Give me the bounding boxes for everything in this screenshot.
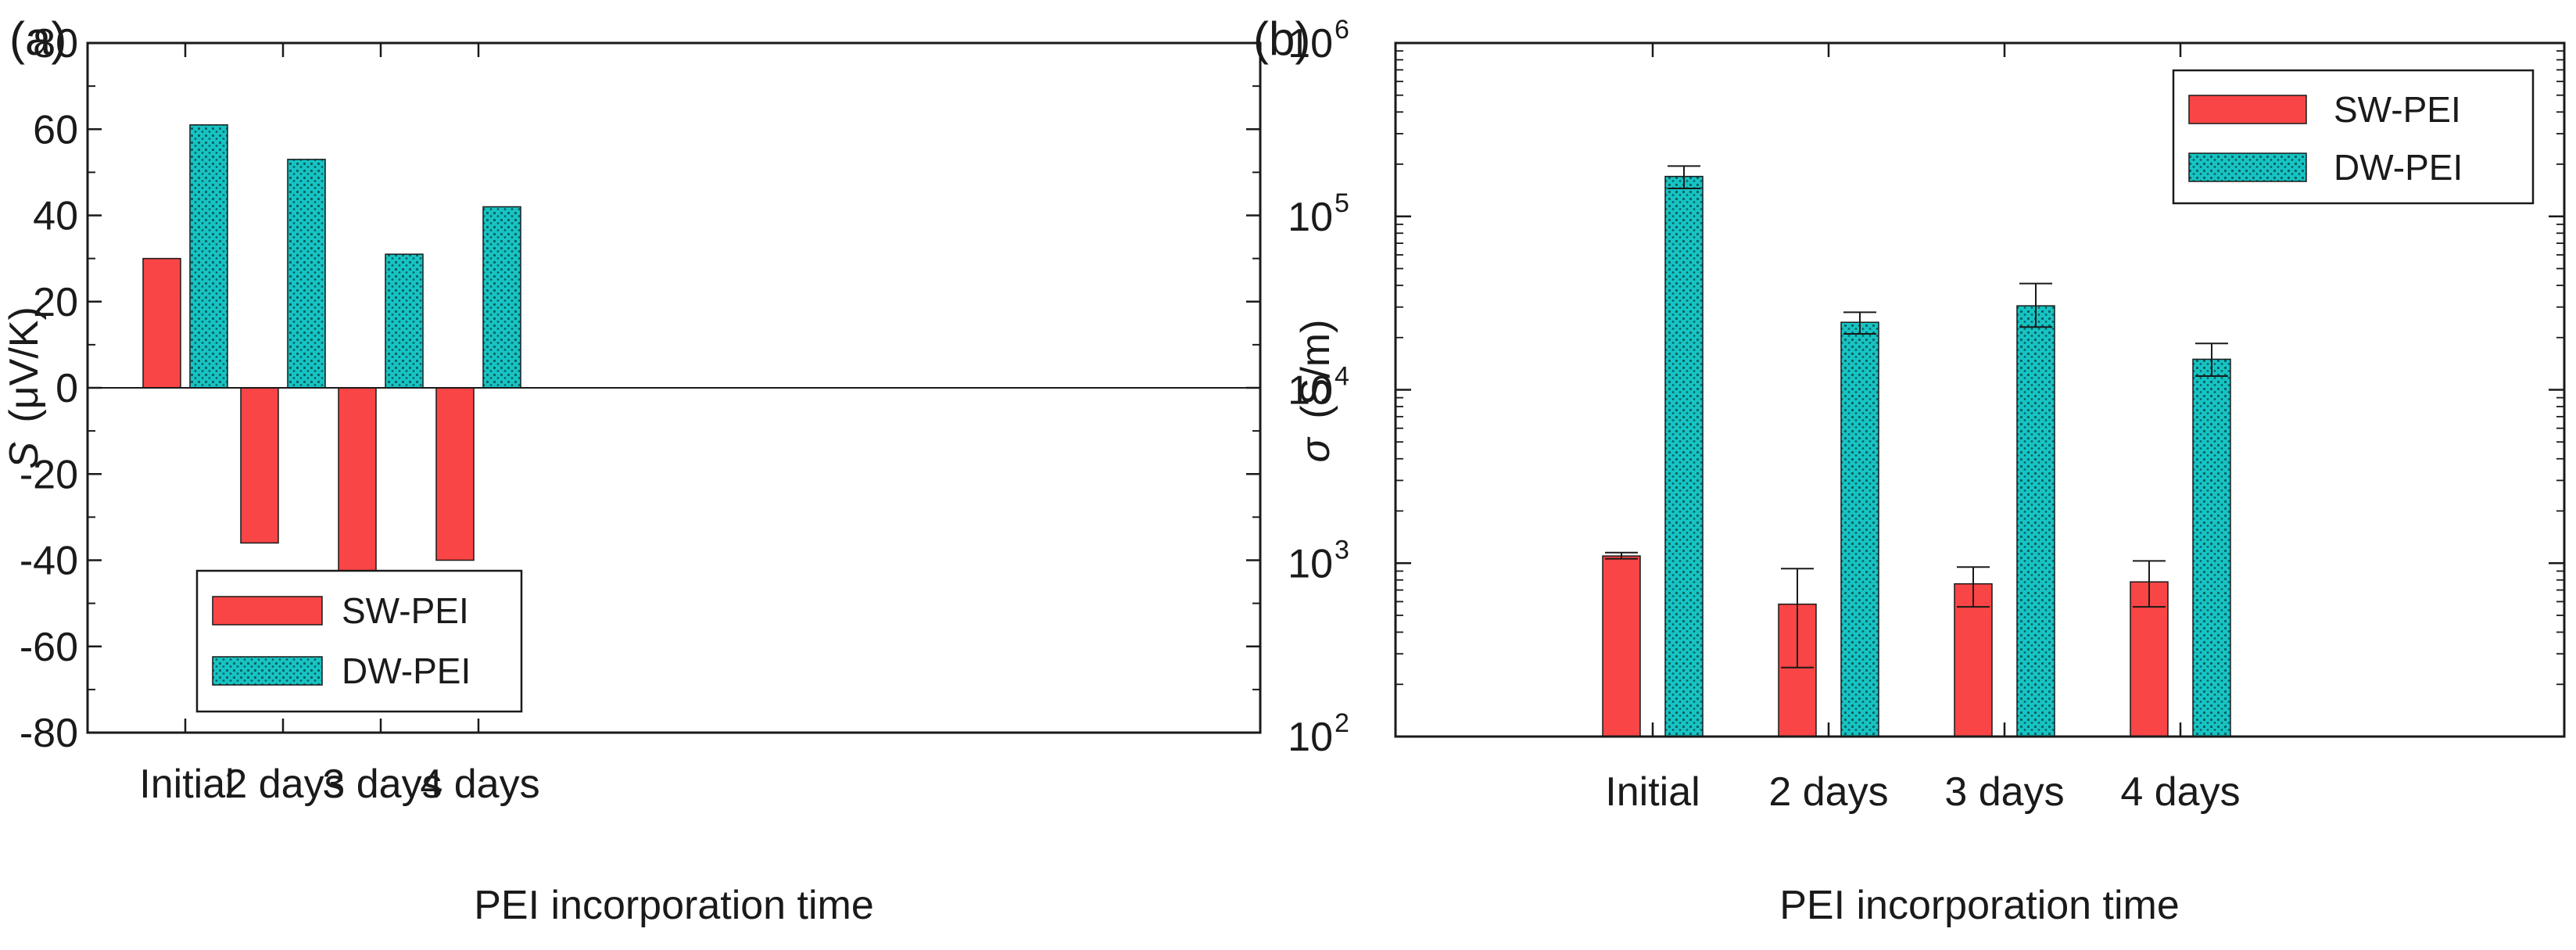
y-tick-label: 10 — [1288, 715, 1333, 760]
dw-pei-bar-1 — [287, 159, 326, 389]
y-tick-label: -40 — [20, 539, 78, 584]
sw-pei-bar-3 — [435, 387, 475, 561]
panel-b-legend-label-dw: DW-PEI — [2334, 147, 2463, 188]
panel-a-legend-label-dw: DW-PEI — [342, 651, 471, 691]
sw-pei-bar-2 — [1954, 583, 1993, 737]
panel-b-legend: SW-PEI DW-PEI — [2172, 69, 2535, 205]
y-tick-label: 10 — [1288, 21, 1333, 66]
x-category-label: Initial — [139, 762, 234, 807]
y-tick-exponent: 5 — [1335, 188, 1349, 218]
panel-b-legend-swatch-sw — [2188, 95, 2307, 124]
panel-a-label: (a) — [9, 13, 66, 65]
panel-a-legend-box — [195, 569, 523, 713]
sw-pei-bar-0 — [1602, 555, 1641, 737]
y-tick-label: 10 — [1288, 195, 1333, 240]
dw-pei-bar-2 — [385, 253, 424, 389]
x-category-label: 4 days — [420, 762, 539, 807]
panel-a-bars — [142, 124, 521, 639]
panel-a-legend-swatch-sw — [212, 596, 323, 626]
dw-pei-bar-3 — [482, 206, 521, 389]
y-tick-label: 60 — [33, 107, 78, 152]
panel-b-error-bars — [1605, 165, 2228, 669]
x-category-label: 2 days — [1768, 769, 1888, 815]
y-tick-exponent: 6 — [1335, 15, 1349, 45]
panel-b-legend-label-sw: SW-PEI — [2334, 89, 2461, 130]
panel-b-label: (b) — [1253, 13, 1310, 65]
panel-a-legend-swatch-dw — [212, 656, 323, 686]
dw-pei-bar-0 — [189, 124, 228, 389]
y-tick-label: 10 — [1288, 368, 1333, 414]
dw-pei-bar-3 — [2192, 358, 2231, 737]
panel-b-x-axis-title: PEI incorporation time — [1779, 883, 2180, 928]
panel-b-plot-frame — [1394, 41, 2566, 738]
sw-pei-bar-1 — [240, 387, 279, 544]
dw-pei-bar-2 — [2016, 305, 2055, 737]
dw-pei-bar-1 — [1840, 321, 1879, 737]
y-tick-label: 10 — [1288, 541, 1333, 586]
panel-a-legend-label-sw: SW-PEI — [342, 590, 469, 631]
x-category-label: 3 days — [322, 762, 442, 807]
dw-pei-bar-0 — [1664, 175, 1704, 737]
y-tick-exponent: 2 — [1335, 708, 1349, 738]
x-category-label: 4 days — [2120, 769, 2240, 815]
panel-a-y-axis-title: S (μV/K) — [2, 307, 47, 469]
y-tick-label: -20 — [20, 452, 78, 497]
y-tick-label: 0 — [56, 366, 78, 411]
y-tick-label: -60 — [20, 625, 78, 670]
y-tick-label: -80 — [20, 711, 78, 756]
x-category-label: 2 days — [224, 762, 344, 807]
panel-a-legend: SW-PEI DW-PEI — [195, 569, 523, 713]
x-category-label: 3 days — [1944, 769, 2064, 815]
y-tick-label: 40 — [33, 194, 78, 239]
x-category-label: Initial — [1605, 769, 1700, 815]
sw-pei-bar-0 — [142, 257, 181, 389]
panel-b-legend-swatch-dw — [2188, 152, 2307, 182]
y-tick-exponent: 3 — [1335, 535, 1349, 565]
y-tick-label: 20 — [33, 280, 78, 325]
panel-a-plot-frame — [86, 41, 1262, 734]
panel-b-x-ticks: Initial 2 days 3 days 4 days — [1605, 43, 2241, 815]
panel-a-x-axis-title: PEI incorporation time — [474, 883, 874, 928]
panel-b-bars — [1602, 175, 2231, 737]
panel-b-y-axis-title: σ (S/m) — [1293, 320, 1338, 463]
y-tick-label: 80 — [33, 21, 78, 66]
y-tick-exponent: 4 — [1335, 362, 1349, 392]
panel-a-y-ticks: -80 -60 -40 -20 0 20 40 60 80 — [20, 21, 1260, 756]
